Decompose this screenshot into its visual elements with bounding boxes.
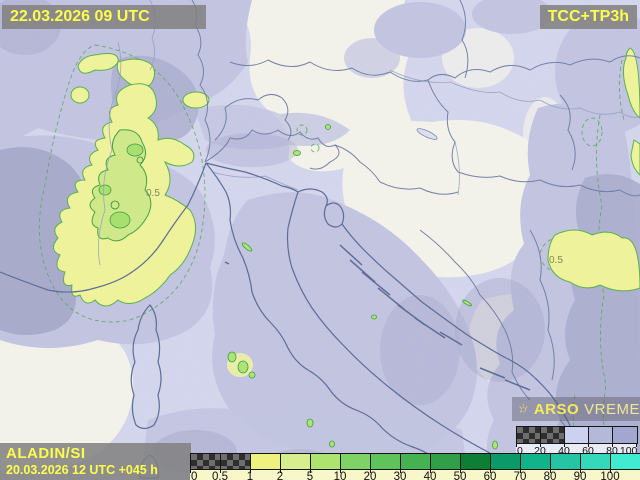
legend-label: 20 xyxy=(534,445,546,457)
legend-label: 80 xyxy=(543,471,557,480)
precipitation-legend: 0 0.5 1 2 5 10 20 30 40 50 60 70 80 90 100 xyxy=(190,453,640,480)
legend-cell xyxy=(191,454,221,469)
legend-label: 90 xyxy=(573,471,587,480)
legend-label: 5 xyxy=(306,471,314,480)
legend-label: 0 xyxy=(517,445,523,457)
legend-cell xyxy=(281,454,311,469)
legend-label: 40 xyxy=(558,445,570,457)
legend-cell xyxy=(251,454,281,469)
legend-label: 0.5 xyxy=(212,471,228,480)
legend-label: 2 xyxy=(276,471,284,480)
valid-time-label: 22.03.2026 09 UTC xyxy=(2,5,206,30)
legend-cell xyxy=(371,454,401,469)
model-name: ALADIN/SI xyxy=(6,445,86,462)
arso-vreme-logo: ARSO VREME xyxy=(512,397,640,421)
legend-label: 40 xyxy=(423,471,437,480)
product-text: TCC+TP3h xyxy=(547,8,629,25)
legend-cell xyxy=(517,427,541,443)
legend-label: 80 xyxy=(606,445,618,457)
legend-cell xyxy=(461,454,491,469)
valid-time-text: 22.03.2026 09 UTC xyxy=(10,8,150,25)
legend-label: 20 xyxy=(363,471,377,480)
legend-label: 70 xyxy=(513,471,527,480)
legend-label: 30 xyxy=(393,471,407,480)
legend-label: 1 xyxy=(246,471,254,480)
legend-label: 60 xyxy=(483,471,497,480)
brand-service: VREME xyxy=(584,400,640,418)
cloud-legend-cells xyxy=(516,426,638,444)
legend-cell xyxy=(581,454,611,469)
map-contour-label: 0.5 xyxy=(146,188,160,199)
legend-label: 10 xyxy=(333,471,347,480)
legend-cell xyxy=(491,454,521,469)
legend-label: 100 xyxy=(600,471,620,480)
legend-cell xyxy=(341,454,371,469)
legend-cell xyxy=(431,454,461,469)
legend-cell xyxy=(613,427,637,443)
brand-agency: ARSO xyxy=(533,400,580,418)
legend-cell xyxy=(611,454,640,469)
legend-label: 60 xyxy=(582,445,594,457)
legend-cell xyxy=(541,427,565,443)
precip-legend-labels: 0 0.5 1 2 5 10 20 30 40 50 60 70 80 90 100 xyxy=(190,470,640,480)
sun-icon xyxy=(519,404,528,413)
model-run-info: 20.03.2026 12 UTC +045 h xyxy=(6,463,158,478)
legend-cell xyxy=(221,454,251,469)
model-info-box: ALADIN/SI 20.03.2026 12 UTC +045 h xyxy=(0,443,191,480)
legend-cell xyxy=(521,454,551,469)
legend-cell xyxy=(589,427,613,443)
legend-cell xyxy=(401,454,431,469)
map-contour-label: 0.5 xyxy=(549,255,563,266)
precip-legend-cells xyxy=(190,453,640,470)
legend-cell xyxy=(551,454,581,469)
legend-cell xyxy=(311,454,341,469)
legend-cell xyxy=(565,427,589,443)
product-label: TCC+TP3h xyxy=(539,5,637,30)
legend-label: 0 xyxy=(191,471,198,480)
legend-label: 50 xyxy=(453,471,467,480)
